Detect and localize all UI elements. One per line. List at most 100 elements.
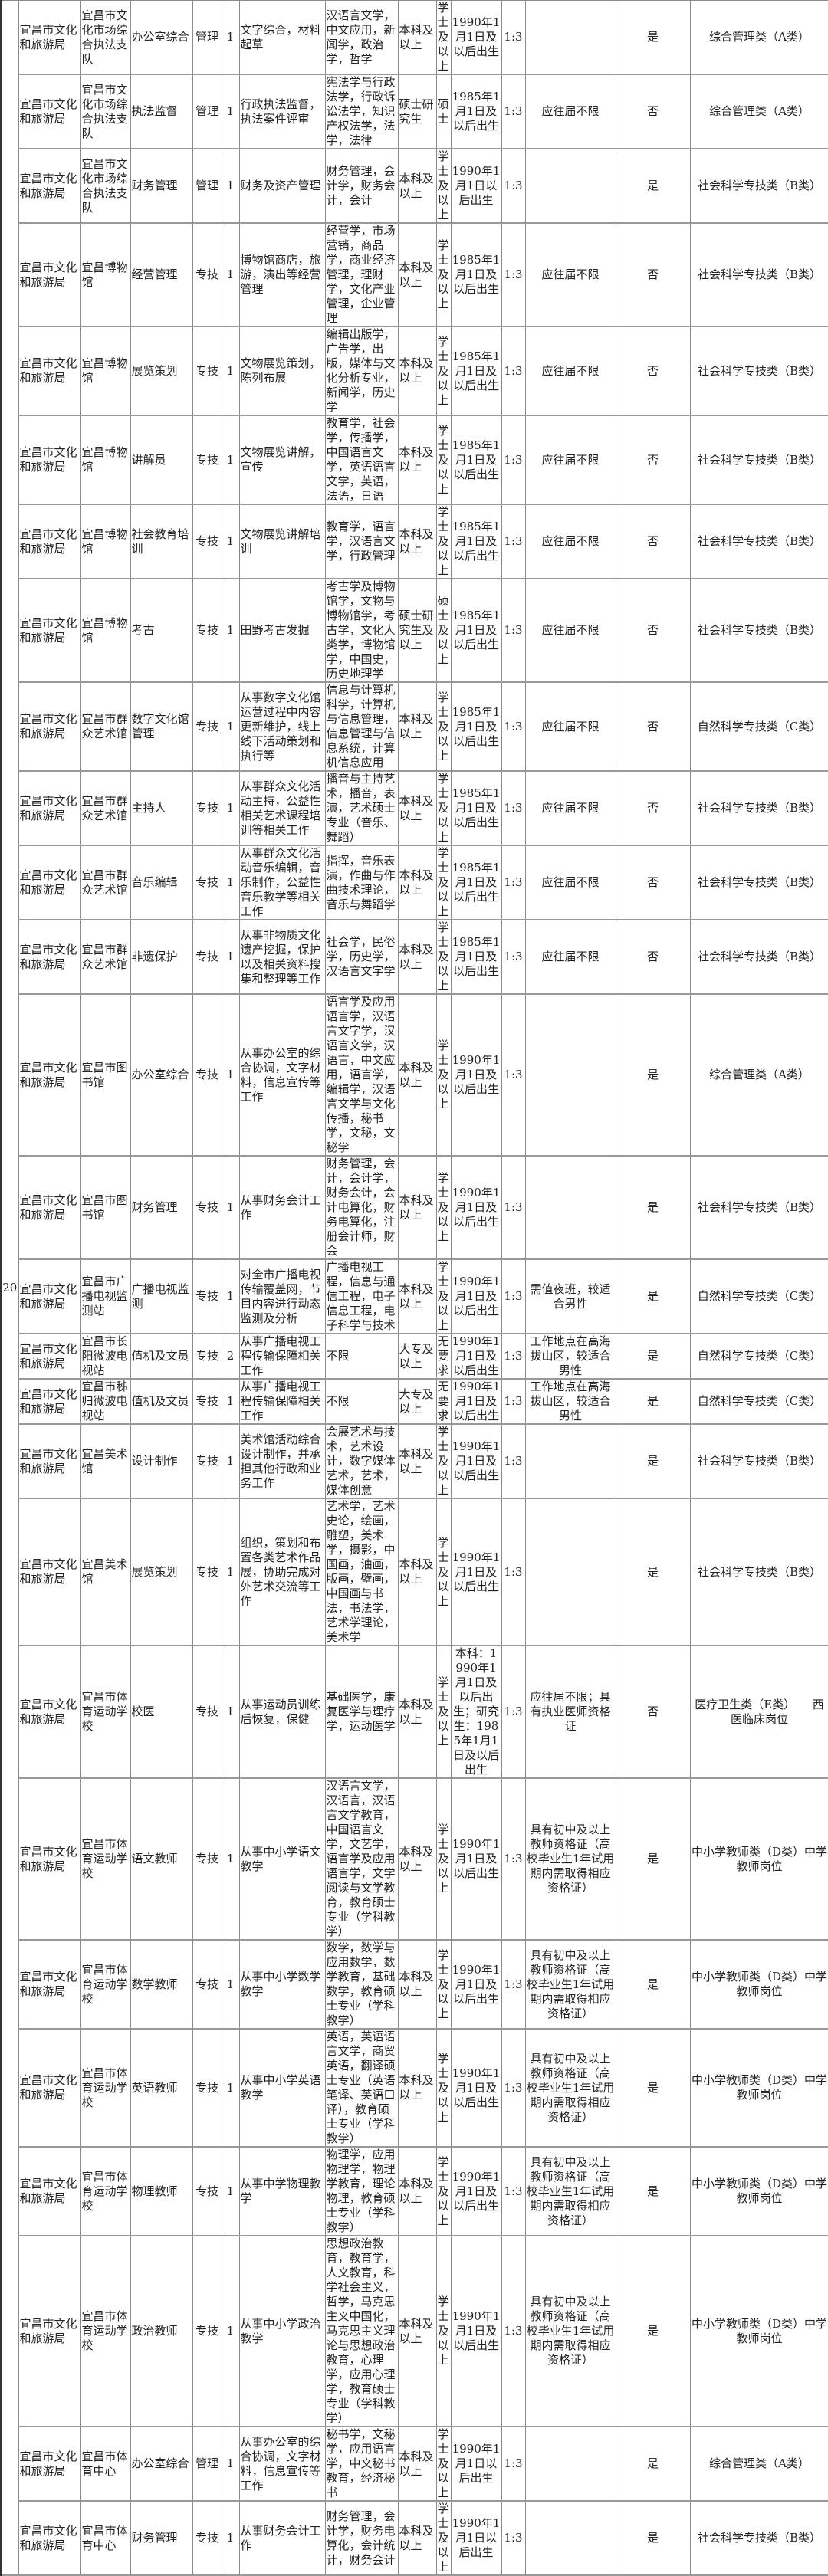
degree-cell: 学士及以上 [435, 2146, 452, 2236]
other-requirements-cell [524, 0, 616, 75]
other-requirements-cell: 应往届不限；具有执业医师资格证 [524, 1645, 616, 1779]
duties-cell: 组织，策划和布置各类艺术作品展，协助完成对外艺术交流等工作 [238, 1498, 326, 1646]
ratio-cell: 1:3 [501, 2235, 526, 2427]
exam-category-cell: 综合管理类（A类） [689, 993, 828, 1157]
table-row: 宜昌市文化和旅游局 宜昌博物馆 社会教育培训 专技 1 文物展览讲解培训 教育学，语言学，汉… [1, 504, 828, 579]
education-cell: 本科及以上 [397, 2146, 437, 2236]
table-row: 宜昌市文化和旅游局 宜昌市群众艺术馆 主持人 专技 1 从事群众文化活动主持，公益性相关艺… [1, 770, 828, 846]
other-requirements-cell: 应往届不限 [524, 845, 616, 920]
headcount-cell: 1 [221, 1939, 240, 2030]
post-name-cell: 财务管理 [130, 2500, 193, 2576]
department-cell: 宜昌市文化和旅游局 [18, 578, 81, 683]
age-requirement-cell: 1985年1月1日及以后出生 [450, 326, 502, 416]
department-cell: 宜昌市文化和旅游局 [18, 681, 81, 772]
duties-cell: 财务及资产管理 [238, 148, 326, 224]
ratio-cell: 1:3 [501, 415, 526, 505]
degree-cell: 学士及以上 [435, 2235, 452, 2427]
ratio-cell: 1:3 [501, 1155, 526, 1260]
age-requirement-cell: 1990年1月1日及以后出生 [450, 1155, 502, 1260]
age-requirement-cell: 1990年1月1日及以后出生 [450, 1378, 502, 1425]
department-cell: 宜昌市文化和旅游局 [18, 222, 81, 327]
department-cell: 宜昌市文化和旅游局 [18, 1258, 81, 1334]
graduate-only-cell: 是 [615, 0, 691, 75]
department-cell: 宜昌市文化和旅游局 [18, 2500, 81, 2576]
ratio-cell: 1:3 [501, 326, 526, 416]
table-row: 宜昌市文化和旅游局 宜昌市群众艺术馆 非遗保护 专技 1 从事非物质文化遗产挖掘，保护以及… [1, 919, 828, 995]
unit-cell: 宜昌市广播电视监测站 [80, 1258, 131, 1334]
education-cell: 本科及以上 [397, 845, 437, 920]
ratio-cell: 1:3 [501, 504, 526, 579]
unit-cell: 宜昌市群众艺术馆 [80, 919, 131, 995]
duties-cell: 从事数字文化馆运营过程中内容更新维护，线上线下活动策划和执行等 [238, 681, 326, 772]
post-type-cell: 专技 [192, 1423, 222, 1499]
department-cell: 宜昌市文化和旅游局 [18, 1939, 81, 2030]
degree-cell: 学士及以上 [435, 1939, 452, 2030]
duties-cell: 从事办公室的综合协调，文字材料，信息宣传等工作 [238, 2426, 326, 2502]
majors-cell: 教育学，语言学，汉语言文学，行政管理 [324, 504, 399, 579]
unit-cell: 宜昌市群众艺术馆 [80, 770, 131, 846]
post-type-cell: 专技 [192, 578, 222, 683]
unit-cell: 宜昌市体育运动学校 [80, 1939, 131, 2030]
exam-category-cell: 自然科学专技类（C类） [689, 681, 828, 772]
table-row: 宜昌市文化和旅游局 宜昌市体育运动学校 政治教师 专技 1 从事中小学政治教学 思想政治教育… [1, 2235, 828, 2427]
duties-cell: 博物馆商店，旅游，演出等经营管理 [238, 222, 326, 327]
post-name-cell: 非遗保护 [130, 919, 193, 995]
department-cell: 宜昌市文化和旅游局 [18, 0, 81, 75]
post-type-cell: 专技 [192, 326, 222, 416]
duties-cell: 行政执法监督，执法案件评审 [238, 74, 326, 149]
degree-cell: 学士及以上 [435, 1498, 452, 1646]
post-name-cell: 讲解员 [130, 415, 193, 505]
table-row: 宜昌市文化和旅游局 宜昌市文化市场综合执法支队 执法监督 管理 1 行政执法监督，执法案件… [1, 74, 828, 149]
department-cell: 宜昌市文化和旅游局 [18, 148, 81, 224]
degree-cell: 学士及以上 [435, 504, 452, 579]
duties-cell: 从事运动员训练后恢复，保健 [238, 1645, 326, 1779]
table-row: 宜昌市文化和旅游局 宜昌市广播电视监测站 广播电视监测 专技 1 对全市广播电视传输覆盖网… [1, 1258, 828, 1334]
degree-cell: 无要求 [435, 1378, 452, 1425]
post-type-cell: 管理 [192, 148, 222, 224]
education-cell: 本科及以上 [397, 770, 437, 846]
age-requirement-cell: 1990年1月1日及以后出生 [450, 2028, 502, 2148]
post-name-cell: 物理教师 [130, 2146, 193, 2236]
education-cell: 硕士研究生及以上 [397, 578, 437, 683]
ratio-cell: 1:3 [501, 1939, 526, 2030]
degree-cell: 学士及以上 [435, 415, 452, 505]
majors-cell: 汉语言文学，中文应用，新闻学，政治学，哲学 [324, 0, 399, 75]
majors-cell: 财务管理，会计，会计学，财务会计，会计电算化，财务电算化，注册会计师，财会 [324, 1155, 399, 1260]
ratio-cell: 1:3 [501, 919, 526, 995]
headcount-cell: 1 [221, 1378, 240, 1425]
majors-cell: 考古学及博物馆学，文物与博物馆学，考古学，文化人类学，博物馆学，中国史，历史地理… [324, 578, 399, 683]
other-requirements-cell: 工作地点在高海拔山区，较适合男性 [524, 1333, 616, 1380]
table-row: 宜昌市文化和旅游局 宜昌市体育中心 财务管理 专技 1 从事财务会计工作 财务管理，会计学，… [1, 2500, 828, 2576]
unit-cell: 宜昌博物馆 [80, 222, 131, 327]
exam-category-cell: 社会科学专技类（B类） [689, 1498, 828, 1646]
unit-cell: 宜昌市文化市场综合执法支队 [80, 74, 131, 149]
post-type-cell: 专技 [192, 770, 222, 846]
headcount-cell: 1 [221, 1645, 240, 1779]
duties-cell: 从事广播电视工程传输保障相关工作 [238, 1378, 326, 1425]
graduate-only-cell: 否 [615, 845, 691, 920]
majors-cell: 社会学，民俗学，历史学，汉语言文字学 [324, 919, 399, 995]
graduate-only-cell: 否 [615, 415, 691, 505]
department-cell: 宜昌市文化和旅游局 [18, 845, 81, 920]
exam-category-cell: 社会科学专技类（B类） [689, 770, 828, 846]
duties-cell: 从事办公室的综合协调，文字材料，信息宣传等工作 [238, 993, 326, 1157]
graduate-only-cell: 是 [615, 1258, 691, 1334]
post-type-cell: 专技 [192, 2028, 222, 2148]
department-cell: 宜昌市文化和旅游局 [18, 993, 81, 1157]
education-cell: 本科及以上 [397, 2028, 437, 2148]
exam-category-cell: 自然科学专技类（C类） [689, 1333, 828, 1380]
post-name-cell: 校医 [130, 1645, 193, 1779]
majors-cell: 播音与主持艺术，播音，表演，艺术硕士专业（音乐、舞蹈） [324, 770, 399, 846]
graduate-only-cell: 是 [615, 148, 691, 224]
exam-category-cell: 综合管理类（A类） [689, 2426, 828, 2502]
ratio-cell: 1:3 [501, 770, 526, 846]
department-cell: 宜昌市文化和旅游局 [18, 2426, 81, 2502]
post-type-cell: 专技 [192, 993, 222, 1157]
graduate-only-cell: 否 [615, 919, 691, 995]
table-row: 宜昌市文化和旅游局 宜昌市长阳微波电视站 值机及文员 专技 2 从事广播电视工程传输保障相… [1, 1333, 828, 1380]
unit-cell: 宜昌博物馆 [80, 326, 131, 416]
degree-cell: 硕士 [435, 74, 452, 149]
other-requirements-cell: 应往届不限 [524, 919, 616, 995]
exam-category-cell: 社会科学专技类（B类） [689, 222, 828, 327]
